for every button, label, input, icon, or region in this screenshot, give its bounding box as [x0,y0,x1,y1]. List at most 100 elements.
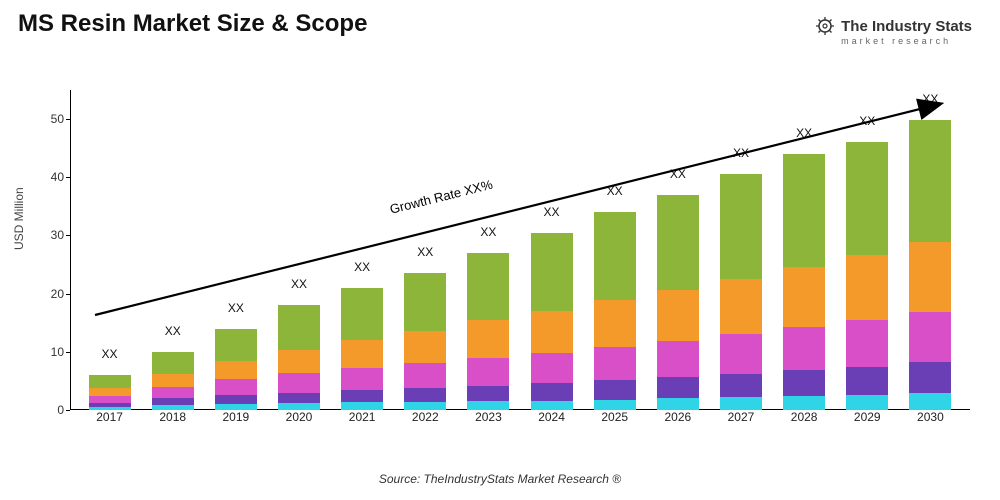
bar-segment [783,327,825,370]
y-tick-label: 50 [34,112,64,126]
x-labels-group: 2017201820192020202120222023202420252026… [70,410,970,430]
bar-top-label: XX [480,225,496,239]
bar-segment [404,331,446,364]
x-tick-label: 2030 [899,410,962,430]
bar-segment [404,363,446,387]
y-axis-label: USD Million [12,187,26,250]
bar-segment [215,379,257,395]
bar-segment [909,120,951,242]
bar-segment [531,353,573,383]
bar-segment [909,242,951,312]
bar-segment [783,267,825,328]
bar-top-label: XX [291,277,307,291]
bar-segment [278,403,320,410]
bar-segment [341,390,383,402]
bar-segment [341,402,383,410]
bar-top-label: XX [354,260,370,274]
bar-segment [720,397,762,410]
bar-segment [657,398,699,410]
bar [657,195,699,410]
bar-top-label: XX [165,324,181,338]
bar [909,120,951,410]
y-tick-label: 0 [34,403,64,417]
x-tick-label: 2028 [773,410,836,430]
chart-title: MS Resin Market Size & Scope [18,10,367,38]
bar-segment [783,370,825,396]
bar-segment [783,396,825,410]
bar [720,174,762,410]
x-tick-label: 2018 [141,410,204,430]
bar-segment [215,395,257,404]
plot-area: 01020304050 XXXXXXXXXXXXXXXXXXXXXXXXXXXX… [70,90,970,430]
bar-segment [846,320,888,367]
bar-slot: XX [773,90,836,410]
bar [89,375,131,410]
x-tick-label: 2023 [457,410,520,430]
bar-segment [278,393,320,403]
x-tick-label: 2020 [267,410,330,430]
bar-segment [720,334,762,374]
bar-segment [531,233,573,311]
bar-segment [467,358,509,386]
bar-segment [846,367,888,395]
x-tick-label: 2022 [394,410,457,430]
bar-segment [278,305,320,349]
x-tick-label: 2021 [331,410,394,430]
bar-segment [89,388,131,396]
bar [341,288,383,410]
y-tick-label: 30 [34,228,64,242]
bar-top-label: XX [228,301,244,315]
bar-segment [341,368,383,390]
bar-segment [278,373,320,393]
bar-segment [846,142,888,255]
bar-segment [215,329,257,361]
x-tick-label: 2029 [836,410,899,430]
bar-slot: XX [204,90,267,410]
logo-sub-text: market research [841,36,972,46]
bar [278,305,320,410]
bar-segment [341,288,383,340]
bar [467,253,509,410]
bar-slot: XX [899,90,962,410]
bar-segment [594,400,636,410]
bar-slot: XX [457,90,520,410]
bar-segment [152,398,194,405]
bar [846,142,888,410]
bar-segment [89,396,131,403]
bar-segment [657,377,699,398]
bar-top-label: XX [859,114,875,128]
bar-segment [657,195,699,290]
bar-top-label: XX [922,92,938,106]
bar-segment [594,380,636,399]
bar-segment [467,320,509,357]
bar-segment [594,300,636,347]
bar-segment [531,401,573,410]
bar-slot: XX [331,90,394,410]
bar-slot: XX [646,90,709,410]
x-tick-label: 2024 [520,410,583,430]
bar-segment [152,352,194,374]
bar-slot: XX [520,90,583,410]
bar-segment [720,174,762,279]
bar-top-label: XX [670,167,686,181]
logo-main-text: The Industry Stats [841,18,972,35]
bar-segment [467,253,509,320]
bar-segment [152,387,194,399]
bar-slot: XX [267,90,330,410]
bar-slot: XX [78,90,141,410]
bar-segment [341,340,383,368]
bar-segment [657,290,699,341]
bar-slot: XX [583,90,646,410]
bar [404,273,446,410]
bar-segment [720,279,762,335]
x-tick-label: 2026 [646,410,709,430]
bar-segment [720,374,762,397]
bar-top-label: XX [417,245,433,259]
y-tick-label: 20 [34,287,64,301]
bar-top-label: XX [796,126,812,140]
chart-container: MS Resin Market Size & Scope The Industr… [0,0,1000,500]
bar-segment [404,273,446,331]
gear-icon [815,16,835,36]
x-tick-label: 2025 [583,410,646,430]
bar-slot: XX [141,90,204,410]
